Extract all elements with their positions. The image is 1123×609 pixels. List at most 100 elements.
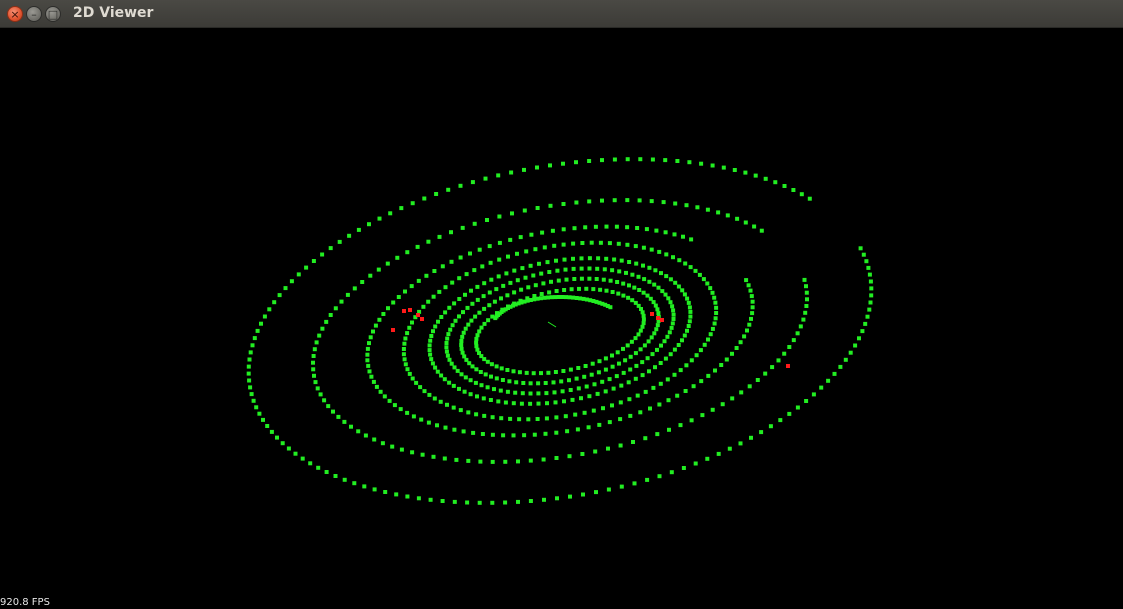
scan-point	[320, 252, 325, 257]
scan-point	[561, 227, 566, 232]
scan-point	[640, 373, 645, 378]
scan-point	[556, 295, 561, 299]
scan-point	[445, 402, 449, 407]
scan-point	[277, 293, 282, 298]
scan-point	[641, 245, 646, 250]
scan-point	[347, 233, 352, 238]
scan-point	[422, 196, 427, 201]
window-title: 2D Viewer	[73, 5, 154, 21]
scan-point	[868, 279, 873, 284]
scan-point	[706, 337, 710, 342]
scan-point	[684, 203, 689, 208]
scan-point	[369, 374, 374, 379]
point-cloud-viewport[interactable]: 920.8 FPS	[0, 28, 1123, 609]
scan-point	[511, 369, 516, 374]
scan-point	[593, 449, 598, 454]
scan-point	[480, 264, 485, 269]
scan-point	[653, 303, 658, 308]
scan-point	[869, 293, 874, 298]
scan-point	[708, 286, 713, 291]
scan-point	[621, 346, 625, 351]
scan-point	[360, 280, 365, 284]
scan-point	[452, 499, 457, 504]
scan-point	[475, 333, 480, 338]
scan-point	[712, 321, 717, 326]
scan-point	[478, 459, 483, 464]
scan-point	[466, 410, 471, 415]
scan-point	[631, 440, 635, 444]
scan-point	[516, 499, 520, 504]
scan-point	[437, 289, 442, 294]
scan-point	[466, 322, 471, 327]
scan-point	[490, 314, 495, 319]
scan-point	[640, 324, 645, 329]
scan-point	[598, 240, 603, 245]
scan-point	[445, 336, 450, 341]
scan-point	[691, 384, 696, 389]
scan-point	[349, 424, 353, 429]
scan-point	[621, 370, 626, 375]
scan-point	[695, 205, 700, 210]
scan-point	[749, 316, 753, 321]
scan-point	[655, 323, 660, 328]
scan-point	[541, 281, 546, 286]
scan-point	[391, 300, 396, 305]
scan-point	[712, 295, 717, 300]
scan-point	[584, 297, 589, 302]
scan-point	[838, 364, 843, 369]
scan-point	[763, 176, 768, 181]
scan-point	[682, 292, 687, 297]
scan-point	[567, 295, 572, 300]
scan-point	[497, 240, 502, 245]
scan-point	[571, 295, 576, 300]
scan-point	[517, 417, 522, 422]
scan-point	[390, 444, 395, 449]
scan-point	[574, 376, 579, 381]
scan-point	[532, 294, 537, 298]
scan-point	[624, 270, 628, 275]
scan-point	[680, 288, 685, 293]
scan-point	[494, 364, 499, 369]
scan-point	[526, 417, 531, 422]
scan-point	[465, 500, 470, 505]
scan-point	[603, 302, 608, 307]
scan-point	[687, 305, 692, 310]
scan-point	[594, 299, 599, 304]
maximize-icon[interactable]: □	[45, 6, 61, 22]
scan-point	[283, 286, 288, 291]
scan-point	[562, 257, 567, 262]
scan-point	[300, 456, 305, 461]
scan-point	[415, 244, 420, 249]
scan-point	[579, 396, 583, 401]
scan-point	[377, 317, 382, 322]
scan-point	[853, 343, 858, 348]
scan-point	[475, 284, 480, 289]
scan-point	[571, 241, 576, 246]
scan-point	[685, 328, 689, 333]
scan-point	[489, 277, 494, 282]
scan-point	[514, 380, 519, 385]
close-icon[interactable]: ×	[7, 6, 23, 22]
window-titlebar[interactable]: × – □ 2D Viewer	[0, 0, 1123, 28]
scan-point	[511, 303, 515, 308]
scan-point	[414, 380, 419, 385]
scan-point	[477, 500, 482, 505]
scan-point	[356, 227, 361, 232]
scan-point	[647, 369, 651, 374]
point-cloud-canvas[interactable]	[0, 28, 1123, 609]
scan-point	[477, 351, 481, 355]
scan-point	[460, 225, 465, 230]
scan-point	[655, 307, 660, 312]
scan-point	[553, 295, 558, 300]
scan-point	[553, 370, 558, 374]
scan-point	[536, 381, 541, 386]
scan-point	[575, 427, 580, 432]
scan-point	[587, 256, 592, 261]
scan-point	[546, 295, 550, 300]
scan-point	[672, 347, 677, 352]
scan-point	[568, 388, 573, 392]
scan-point	[339, 299, 344, 304]
scan-point	[671, 255, 675, 260]
minimize-icon[interactable]: –	[26, 6, 42, 22]
scan-point	[497, 214, 502, 219]
